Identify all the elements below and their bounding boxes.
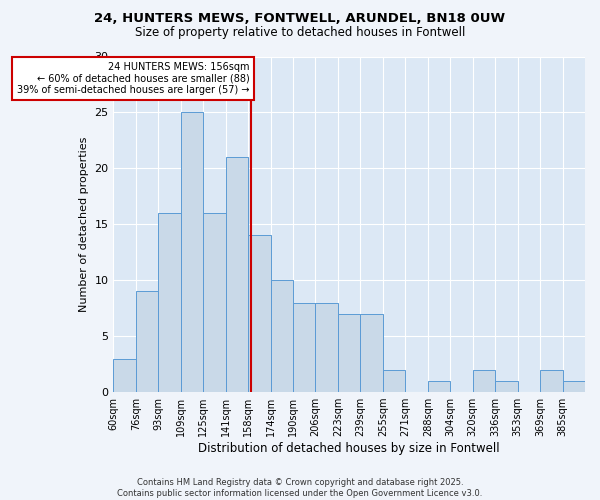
- Y-axis label: Number of detached properties: Number of detached properties: [79, 136, 89, 312]
- Bar: [563, 381, 585, 392]
- Bar: [338, 314, 361, 392]
- Bar: [495, 381, 518, 392]
- Bar: [428, 381, 450, 392]
- X-axis label: Distribution of detached houses by size in Fontwell: Distribution of detached houses by size …: [199, 442, 500, 455]
- Bar: [136, 292, 158, 392]
- Bar: [203, 213, 226, 392]
- Bar: [316, 302, 338, 392]
- Bar: [383, 370, 405, 392]
- Bar: [293, 302, 316, 392]
- Bar: [181, 112, 203, 392]
- Text: Contains HM Land Registry data © Crown copyright and database right 2025.
Contai: Contains HM Land Registry data © Crown c…: [118, 478, 482, 498]
- Bar: [158, 213, 181, 392]
- Bar: [113, 358, 136, 392]
- Text: Size of property relative to detached houses in Fontwell: Size of property relative to detached ho…: [135, 26, 465, 39]
- Text: 24 HUNTERS MEWS: 156sqm
← 60% of detached houses are smaller (88)
39% of semi-de: 24 HUNTERS MEWS: 156sqm ← 60% of detache…: [17, 62, 250, 96]
- Bar: [271, 280, 293, 392]
- Text: 24, HUNTERS MEWS, FONTWELL, ARUNDEL, BN18 0UW: 24, HUNTERS MEWS, FONTWELL, ARUNDEL, BN1…: [94, 12, 506, 26]
- Bar: [473, 370, 495, 392]
- Bar: [226, 157, 248, 392]
- Bar: [248, 236, 271, 392]
- Bar: [540, 370, 563, 392]
- Bar: [361, 314, 383, 392]
